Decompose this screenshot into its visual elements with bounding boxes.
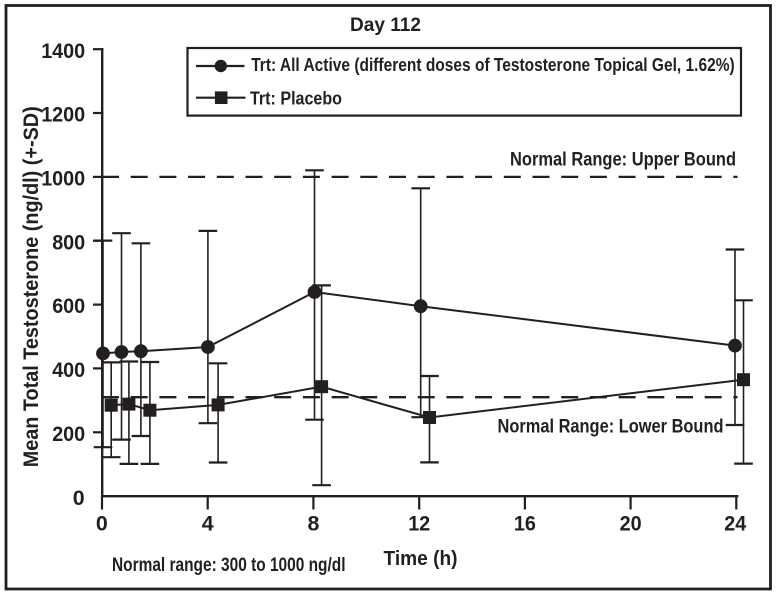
- svg-text:20: 20: [620, 511, 642, 535]
- svg-text:200: 200: [52, 422, 85, 446]
- svg-text:1200: 1200: [41, 103, 85, 127]
- svg-text:Normal Range: Upper Bound: Normal Range: Upper Bound: [510, 148, 736, 170]
- svg-text:4: 4: [202, 511, 214, 535]
- svg-text:24: 24: [724, 511, 746, 535]
- svg-text:800: 800: [52, 230, 85, 254]
- svg-text:Mean Total Testosterone (ng/dl: Mean Total Testosterone (ng/dl) (+-SD): [20, 106, 43, 467]
- svg-text:Trt: All Active (different dos: Trt: All Active (different doses of Test…: [251, 54, 735, 75]
- svg-text:Trt: Placebo: Trt: Placebo: [250, 87, 342, 108]
- svg-text:1000: 1000: [41, 167, 85, 191]
- svg-text:12: 12: [408, 511, 430, 535]
- svg-text:Time (h): Time (h): [384, 548, 458, 570]
- svg-text:8: 8: [307, 511, 319, 535]
- svg-text:400: 400: [52, 358, 85, 382]
- svg-text:1400: 1400: [41, 39, 85, 63]
- svg-text:0: 0: [73, 486, 85, 510]
- svg-text:Normal Range: Lower Bound: Normal Range: Lower Bound: [498, 415, 724, 437]
- svg-text:16: 16: [514, 511, 536, 535]
- svg-text:Normal range: 300 to 1000 ng/d: Normal range: 300 to 1000 ng/dl: [112, 555, 346, 576]
- svg-text:600: 600: [52, 294, 85, 318]
- svg-text:Day 112: Day 112: [350, 14, 421, 36]
- svg-text:0: 0: [96, 511, 108, 535]
